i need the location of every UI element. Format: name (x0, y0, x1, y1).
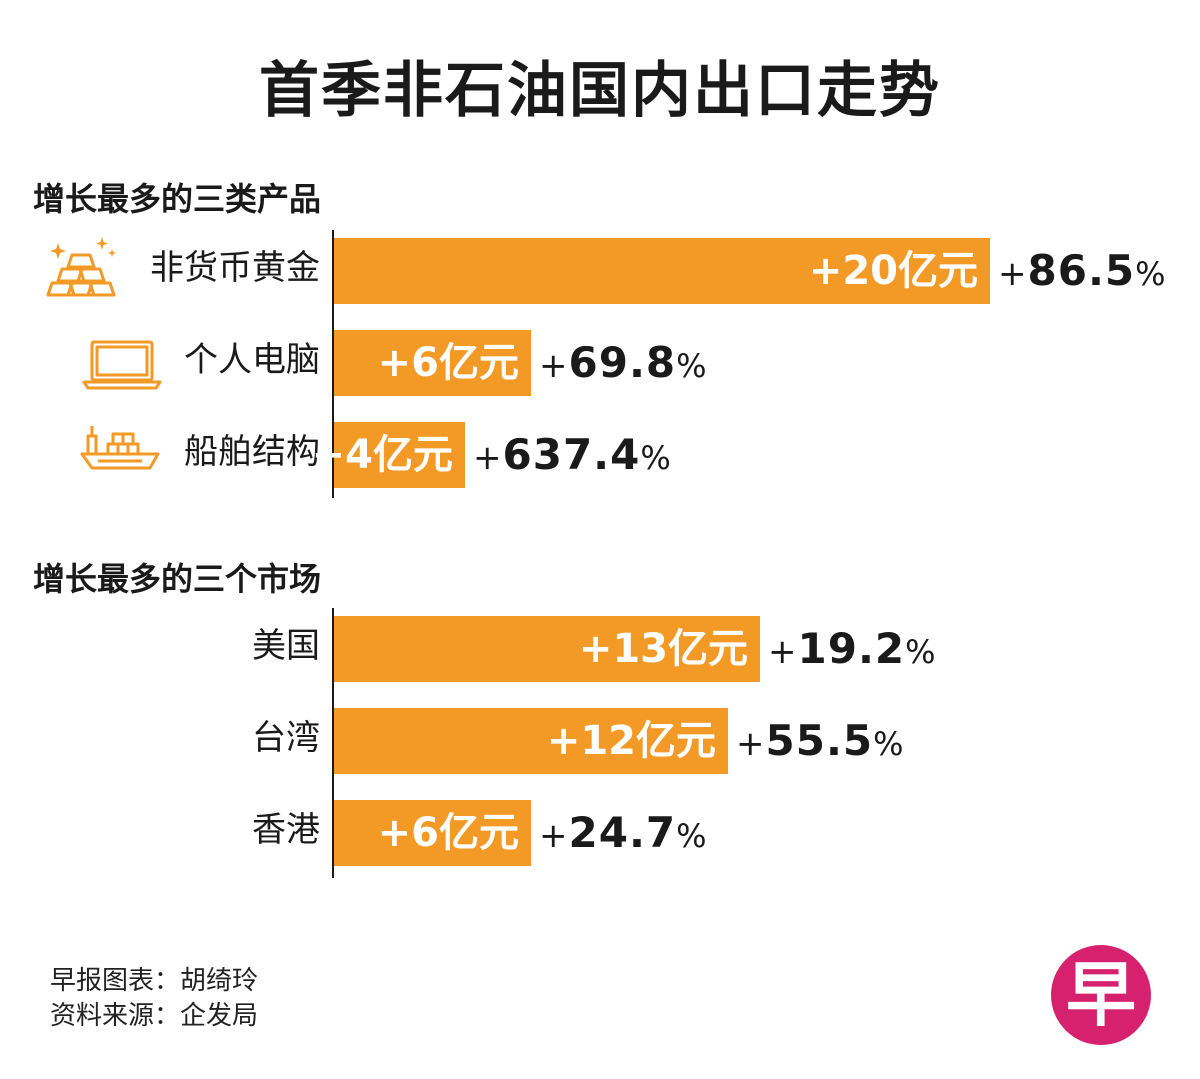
bar-pc: +6亿元 (334, 330, 531, 396)
growth-pct-unit: % (873, 725, 905, 763)
bar-value-label-pc: +6亿元 (377, 340, 519, 386)
bar-us: +13亿元 (334, 616, 760, 682)
growth-pct-unit: % (1135, 255, 1167, 293)
bar-value-label-ship: +4亿元 (311, 432, 453, 478)
growth-pct-value: 69.8 (568, 338, 677, 387)
category-label-pc: 个人电脑 (184, 340, 320, 380)
growth-pct-pc: +69.8% (539, 330, 708, 396)
growth-sign: + (473, 438, 503, 478)
category-label-ship: 船舶结构 (184, 432, 320, 472)
growth-pct-gold: +86.5% (998, 238, 1167, 304)
category-label-hongkong: 香港 (252, 810, 320, 850)
growth-pct-unit: % (905, 633, 937, 671)
bar-value-label-hongkong: +6亿元 (377, 810, 519, 856)
growth-pct-unit: % (676, 817, 708, 855)
growth-pct-value: 86.5 (1027, 246, 1136, 295)
growth-pct-unit: % (676, 347, 708, 385)
section-title-products: 增长最多的三类产品 (33, 180, 322, 218)
growth-pct-value: 637.4 (502, 430, 641, 479)
laptop-icon (82, 340, 162, 390)
growth-sign: + (998, 254, 1028, 294)
bar-gold: +20亿元 (334, 238, 990, 304)
zaobao-logo: 早 (1051, 945, 1151, 1045)
growth-sign: + (539, 816, 569, 856)
ship-icon (80, 426, 160, 470)
growth-pct-us: +19.2% (768, 616, 937, 682)
gold-bars-icon (46, 237, 116, 297)
growth-pct-hongkong: +24.7% (539, 800, 708, 866)
growth-sign: + (539, 346, 569, 386)
axis-line-markets (332, 608, 334, 878)
bar-value-label-gold: +20亿元 (808, 248, 978, 294)
chart-title: 首季非石油国内出口走势 (259, 56, 941, 126)
category-label-gold: 非货币黄金 (150, 248, 320, 288)
growth-pct-unit: % (640, 439, 672, 477)
growth-sign: + (736, 724, 766, 764)
credit-text: 早报图表：胡绮玲 (50, 966, 259, 996)
growth-pct-taiwan: +55.5% (736, 708, 905, 774)
bar-ship: +4亿元 (312, 422, 465, 488)
growth-sign: + (768, 632, 798, 672)
bar-value-label-taiwan: +12亿元 (546, 718, 716, 764)
category-label-taiwan: 台湾 (252, 718, 320, 758)
section-title-markets: 增长最多的三个市场 (33, 560, 322, 598)
category-label-us: 美国 (252, 626, 320, 666)
growth-pct-value: 24.7 (568, 808, 677, 857)
growth-pct-ship: +637.4% (473, 422, 672, 488)
bar-hongkong: +6亿元 (334, 800, 531, 866)
axis-line-products (332, 230, 334, 498)
bar-value-label-us: +13亿元 (578, 626, 748, 672)
growth-pct-value: 55.5 (765, 716, 874, 765)
source-text: 资料来源：企发局 (50, 1001, 259, 1031)
growth-pct-value: 19.2 (797, 624, 906, 673)
bar-taiwan: +12亿元 (334, 708, 728, 774)
